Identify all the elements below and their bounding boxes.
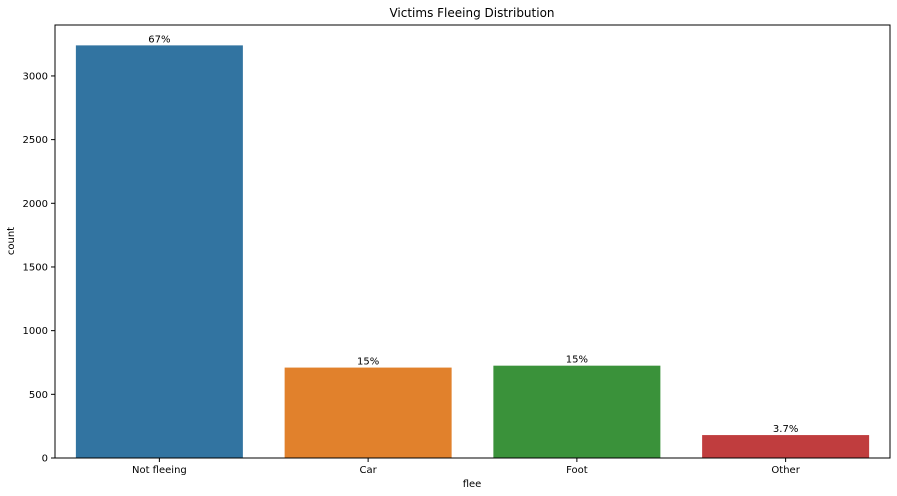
data-label: 15% [566, 355, 588, 366]
y-tick-label: 3000 [23, 71, 48, 82]
plot-area: 67% Not fleeing 15% Car 15% Foot 3.7% Other 0 500… [23, 24, 891, 476]
x-tick-label: Foot [566, 465, 588, 476]
x-axis-label: flee [463, 479, 482, 490]
chart-title: Victims Fleeing Distribution [389, 6, 554, 20]
y-tick-label: 1000 [23, 326, 48, 337]
y-tick-label: 2500 [23, 135, 48, 146]
bar-car [284, 367, 452, 458]
x-tick-label: Car [360, 465, 378, 476]
bar-foot [493, 365, 661, 458]
data-label: 3.7% [773, 424, 798, 435]
bar-not-fleeing [75, 45, 243, 459]
y-tick-label: 500 [29, 390, 48, 401]
data-label: 15% [357, 357, 379, 368]
x-tick-label: Other [771, 465, 800, 476]
bar-other [702, 435, 870, 458]
data-label: 67% [148, 34, 170, 45]
y-axis-label: count [6, 227, 17, 255]
plot-frame [54, 24, 891, 459]
x-tick-label: Not fleeing [132, 465, 187, 476]
y-tick-label: 2000 [23, 199, 48, 210]
y-tick-label: 0 [42, 454, 48, 465]
y-tick-label: 1500 [23, 262, 48, 273]
